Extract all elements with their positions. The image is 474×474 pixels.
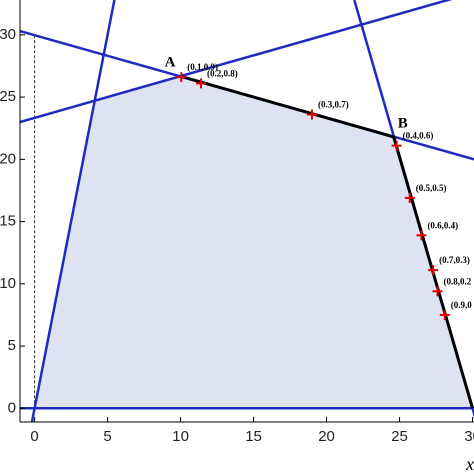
y-tick-label: 10	[0, 275, 16, 292]
constraint-line	[30, 0, 116, 422]
y-tick-label: 20	[0, 150, 16, 167]
x-tick-label: 25	[391, 428, 408, 445]
point-label: (0.7,0.3)	[439, 255, 470, 265]
point-label: (0.3,0.7)	[318, 100, 349, 110]
plot-area	[20, 0, 474, 422]
point	[196, 78, 207, 89]
point	[176, 72, 187, 83]
point-label: (0.6,0.4)	[427, 220, 458, 230]
y-tick-label: 5	[8, 337, 16, 354]
point-label: (0.2,0.8)	[207, 68, 238, 78]
point	[416, 230, 427, 241]
y-tick-label: 30	[0, 26, 16, 43]
x-tick-label: 5	[103, 428, 111, 445]
y-tick-label: 0	[8, 399, 16, 416]
point	[432, 286, 443, 297]
point-label: (0.9,0	[451, 300, 472, 310]
point	[391, 140, 402, 151]
x-tick-label: 10	[172, 428, 189, 445]
point-label: (0.5,0.5)	[416, 183, 447, 193]
y-tick-label: 15	[0, 213, 16, 230]
point-label: (0.1,0.9)	[187, 62, 218, 72]
pareto-front	[180, 74, 474, 409]
point	[404, 192, 415, 203]
point	[306, 109, 317, 120]
vertex-label: A	[165, 55, 176, 71]
point	[439, 309, 450, 320]
x-tick-label: 20	[318, 428, 335, 445]
x-tick-label: 15	[245, 428, 262, 445]
feasible-region	[34, 76, 473, 409]
x-axis-label: x	[465, 454, 474, 474]
point	[428, 265, 439, 276]
point-label: (0.8,0.2	[444, 276, 472, 286]
point-label: (0.4,0.6)	[403, 131, 434, 141]
constraint-line	[20, 0, 453, 124]
x-tick-label: 30	[464, 428, 474, 445]
y-tick-label: 25	[0, 88, 16, 105]
vertex-label: B	[398, 115, 408, 131]
x-tick-label: 0	[30, 428, 38, 445]
